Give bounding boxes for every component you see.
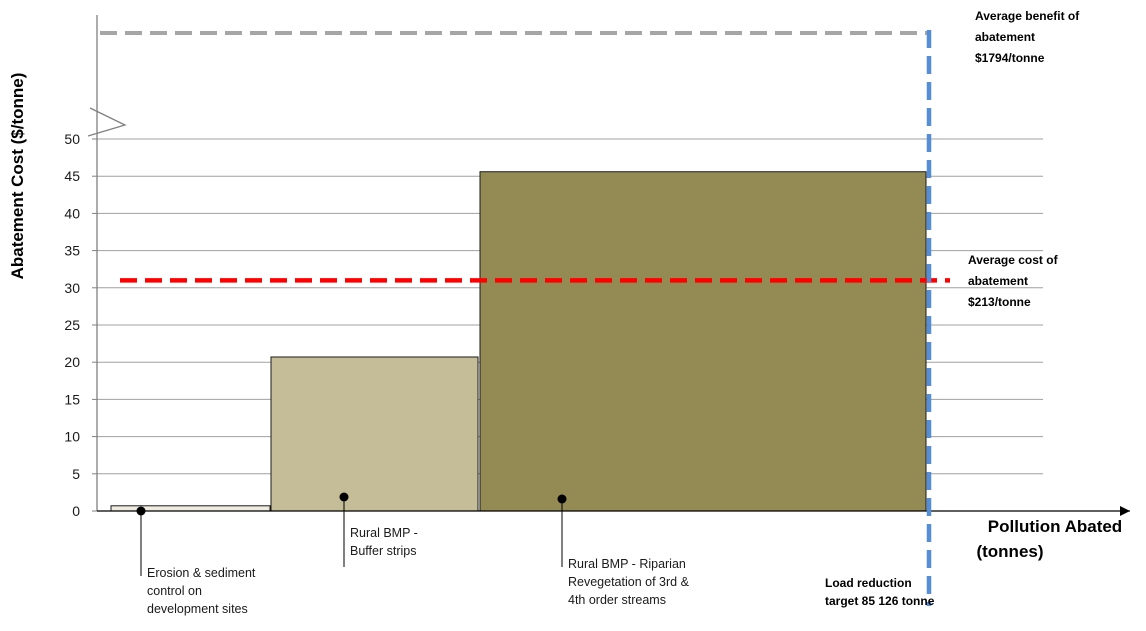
y-tick-label: 35 bbox=[64, 243, 80, 259]
category-label: Rural BMP - Buffer strips bbox=[350, 526, 418, 558]
category-label-line: 4th order streams bbox=[568, 593, 666, 607]
y-axis-title: Abatement Cost ($/tonne) bbox=[8, 73, 27, 280]
axis-break-mark bbox=[87, 107, 127, 137]
y-tick-label: 0 bbox=[72, 503, 80, 519]
category-label-line: development sites bbox=[147, 602, 248, 616]
avg-benefit-label-line: abatement bbox=[975, 30, 1035, 44]
avg-cost-label-line: Average cost of bbox=[968, 253, 1059, 267]
category-label-line: Rural BMP - bbox=[350, 526, 418, 540]
y-tick-label: 45 bbox=[64, 168, 80, 184]
category-label: Rural BMP - Riparian Revegetation of 3rd … bbox=[568, 557, 690, 607]
y-tick-label: 40 bbox=[64, 205, 80, 221]
target-label-line: Load reduction bbox=[825, 576, 912, 590]
annotations: Average benefit of abatement $1794/tonneAv… bbox=[825, 9, 1080, 608]
x-axis-title-line: (tonnes) bbox=[976, 542, 1043, 561]
avg-cost-label-line: $213/tonne bbox=[968, 295, 1031, 309]
reference-lines bbox=[100, 30, 950, 606]
avg-cost-label-line: abatement bbox=[968, 274, 1028, 288]
category-labels: Erosion & sediment control on development … bbox=[136, 492, 690, 616]
x-axis-arrowhead bbox=[1120, 506, 1130, 516]
avg-cost-label: Average cost of abatement $213/tonne bbox=[968, 253, 1059, 309]
y-tick-label: 15 bbox=[64, 391, 80, 407]
y-tick-labels: 0 5 10 15 20 25 30 35 40 45 50 bbox=[64, 131, 80, 519]
bar bbox=[110, 505, 271, 512]
axes bbox=[87, 15, 1130, 516]
category-label-line: Rural BMP - Riparian bbox=[568, 557, 686, 571]
y-tick-label: 25 bbox=[64, 317, 80, 333]
y-tick-label: 50 bbox=[64, 131, 80, 147]
category-label-line: Buffer strips bbox=[350, 544, 416, 558]
x-axis-arrow bbox=[97, 506, 1130, 516]
bars bbox=[110, 171, 927, 512]
category-label-line: Revegetation of 3rd & bbox=[568, 575, 690, 589]
y-tick-label: 30 bbox=[64, 280, 80, 296]
y-tick-label: 20 bbox=[64, 354, 80, 370]
category-label-line: Erosion & sediment bbox=[147, 566, 256, 580]
category-label-line: control on bbox=[147, 584, 202, 598]
category-label: Erosion & sediment control on development … bbox=[147, 566, 256, 616]
avg-benefit-label-line: Average benefit of bbox=[975, 9, 1080, 23]
avg-benefit-label: Average benefit of abatement $1794/tonne bbox=[975, 9, 1080, 65]
bar bbox=[270, 356, 479, 512]
x-axis-title-line: Pollution Abated bbox=[988, 517, 1122, 536]
x-axis-title: Pollution Abated (tonnes) bbox=[976, 517, 1122, 561]
avg-benefit-label-line: $1794/tonne bbox=[975, 51, 1045, 65]
bar bbox=[479, 171, 927, 512]
y-tick-label: 10 bbox=[64, 429, 80, 445]
target-label: Load reduction target 85 126 tonne bbox=[825, 576, 935, 608]
target-label-line: target 85 126 tonne bbox=[825, 594, 935, 608]
y-tick-label: 5 bbox=[72, 466, 80, 482]
